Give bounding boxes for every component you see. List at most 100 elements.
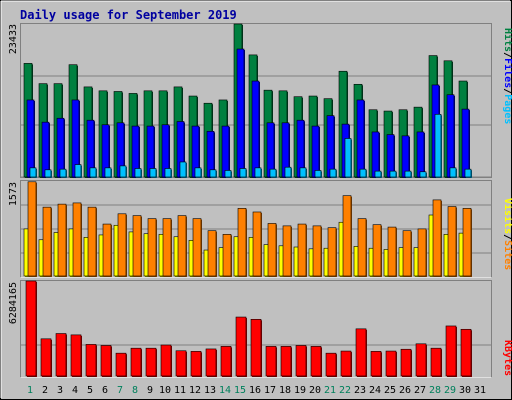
bar-sites-4: [72, 202, 82, 277]
bar-pages-28: [434, 114, 442, 178]
bar-pages-7: [119, 165, 127, 178]
bar-kbytes-8: [130, 347, 142, 377]
bars-hits-files-pages: [23, 23, 472, 179]
bar-pages-20: [314, 170, 322, 178]
bar-sites-5: [87, 206, 97, 277]
bar-sites-13: [207, 230, 217, 277]
bar-sites-7: [117, 213, 127, 277]
bars-kbytes: [25, 280, 472, 377]
bar-kbytes-12: [190, 351, 202, 377]
panel-hits: 23433 Hits/Files/Pages: [8, 23, 512, 179]
x-tick-label-20: 20: [309, 385, 321, 396]
bar-kbytes-1: [25, 280, 37, 377]
bar-files-25: [386, 134, 395, 178]
bar-pages-9: [149, 168, 157, 178]
bar-kbytes-16: [250, 319, 262, 377]
bar-pages-22: [344, 138, 352, 178]
x-tick-label-30: 30: [459, 385, 471, 396]
bars-sites-visits: [23, 181, 472, 277]
bar-files-14: [221, 125, 230, 178]
bar-kbytes-13: [205, 348, 217, 377]
legend-separator: /: [502, 234, 512, 240]
x-tick-label-5: 5: [87, 385, 93, 396]
bar-kbytes-23: [355, 328, 367, 377]
bar-sites-12: [192, 218, 202, 277]
bar-sites-17: [267, 223, 277, 277]
bar-pages-1: [29, 167, 37, 178]
legend-separator: /: [502, 88, 512, 94]
legend-entry-files: Files: [502, 58, 512, 88]
bar-sites-22: [342, 195, 352, 277]
y-max-label-sites: 1573: [8, 182, 19, 206]
bar-pages-10: [164, 168, 172, 178]
x-tick-label-15: 15: [234, 385, 246, 396]
bar-pages-30: [464, 168, 472, 178]
bar-files-21: [326, 115, 335, 178]
y-max-label-hits: 23433: [8, 24, 19, 54]
x-tick-label-29: 29: [444, 385, 456, 396]
bar-sites-24: [372, 224, 382, 277]
chart-title: Daily usage for September 2019: [20, 8, 237, 22]
bar-kbytes-3: [55, 333, 67, 377]
bar-kbytes-19: [295, 345, 307, 377]
bar-sites-6: [102, 223, 112, 277]
bar-pages-12: [194, 167, 202, 178]
bar-files-24: [371, 131, 380, 178]
bar-kbytes-28: [430, 347, 442, 377]
bar-pages-11: [179, 161, 187, 178]
bar-kbytes-7: [115, 352, 127, 377]
x-tick-label-12: 12: [189, 385, 201, 396]
bar-sites-14: [222, 234, 232, 277]
bar-pages-17: [269, 168, 277, 178]
bar-kbytes-27: [415, 343, 427, 377]
legend-entry-sites: Sites: [502, 240, 512, 270]
x-tick-label-14: 14: [219, 385, 231, 396]
legend-entry-kbytes: KBytes: [502, 340, 512, 376]
bar-sites-21: [327, 227, 337, 277]
bar-pages-19: [299, 167, 307, 178]
bar-kbytes-24: [370, 351, 382, 377]
bar-pages-18: [284, 166, 292, 178]
bar-pages-8: [134, 168, 142, 178]
bar-sites-8: [132, 215, 142, 277]
legend-separator: /: [502, 52, 512, 58]
x-tick-label-25: 25: [384, 385, 396, 396]
x-tick-label-6: 6: [102, 385, 108, 396]
bar-pages-26: [404, 170, 412, 178]
panel-sites: 1573 Visits/Sites: [8, 180, 512, 278]
bar-pages-15: [239, 168, 247, 178]
x-tick-label-17: 17: [264, 385, 276, 396]
legend-entry-pages: Pages: [502, 94, 512, 124]
bar-kbytes-18: [280, 346, 292, 377]
legend-hits: Hits/Files/Pages: [502, 28, 512, 124]
bar-kbytes-11: [175, 350, 187, 377]
bar-kbytes-26: [400, 348, 412, 377]
bar-pages-29: [449, 167, 457, 178]
bar-files-30: [461, 108, 470, 178]
bar-files-1: [26, 99, 35, 178]
bar-kbytes-9: [145, 347, 157, 377]
x-tick-label-13: 13: [204, 385, 216, 396]
bar-pages-5: [89, 167, 97, 178]
x-tick-label-10: 10: [159, 385, 171, 396]
bar-sites-25: [387, 226, 397, 277]
bar-pages-21: [329, 168, 337, 178]
bar-sites-28: [432, 199, 442, 277]
x-tick-label-31: 31: [474, 385, 486, 396]
bar-files-27: [416, 131, 425, 178]
y-max-label-kbytes: 6284165: [8, 282, 19, 324]
x-tick-label-24: 24: [369, 385, 381, 396]
bar-kbytes-6: [100, 345, 112, 377]
bar-files-3: [56, 117, 65, 178]
x-tick-label-3: 3: [57, 385, 63, 396]
bar-sites-26: [402, 230, 412, 277]
bar-sites-15: [237, 208, 247, 277]
bar-files-23: [356, 99, 365, 178]
bar-kbytes-2: [40, 338, 52, 377]
x-tick-label-1: 1: [27, 385, 33, 396]
x-tick-label-16: 16: [249, 385, 261, 396]
bar-pages-2: [44, 169, 52, 178]
bar-sites-29: [447, 206, 457, 277]
x-tick-label-21: 21: [324, 385, 336, 396]
